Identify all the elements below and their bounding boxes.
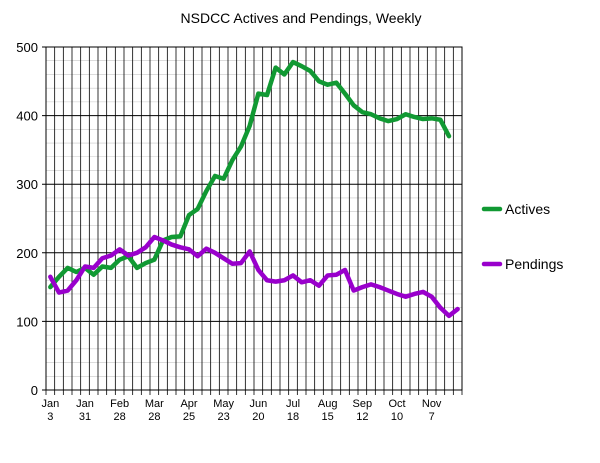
- legend: Actives Pendings: [481, 201, 563, 272]
- x-tick-label-month: Feb: [110, 398, 129, 410]
- x-tick-label-day: 28: [148, 411, 160, 423]
- y-tick-label: 200: [16, 246, 38, 261]
- x-tick-label-day: 20: [252, 411, 264, 423]
- x-tick-label-month: Sep: [353, 398, 373, 410]
- y-tick-label: 300: [16, 177, 38, 192]
- y-tick-label: 400: [16, 109, 38, 124]
- x-tick-label-month: Jan: [41, 398, 59, 410]
- x-tick-label-month: Aug: [318, 398, 338, 410]
- legend-label: Pendings: [505, 256, 563, 272]
- series-lines: [48, 59, 460, 319]
- x-tick-label-day: 28: [114, 411, 126, 423]
- x-tick-label-month: Apr: [180, 398, 197, 410]
- y-tick-label: 500: [16, 40, 38, 55]
- x-tick-label-month: Jan: [76, 398, 94, 410]
- series-line-pendings: [48, 234, 460, 319]
- x-tick-label-day: 18: [287, 411, 299, 423]
- x-tick-label-month: Oct: [388, 398, 405, 410]
- x-tick-label-day: 23: [218, 411, 230, 423]
- x-tick-label-day: 10: [391, 411, 403, 423]
- y-tick-label: 100: [16, 314, 38, 329]
- series-line-actives: [48, 59, 452, 290]
- x-tick-label-day: 7: [429, 411, 435, 423]
- chart-title: NSDCC Actives and Pendings, Weekly: [181, 10, 422, 26]
- x-tick-label-day: 31: [79, 411, 91, 423]
- x-tick-label-day: 25: [183, 411, 195, 423]
- x-tick-label-day: 12: [356, 411, 368, 423]
- x-tick-label-day: 15: [322, 411, 334, 423]
- grid: [42, 46, 462, 391]
- axes: 0100200300400500Jan3Jan31Feb28Mar28Apr25…: [16, 40, 463, 423]
- x-tick-label-month: Mar: [145, 398, 164, 410]
- x-tick-label-month: Jul: [286, 398, 300, 410]
- x-tick-label-month: Jun: [249, 398, 267, 410]
- x-tick-label-day: 3: [47, 411, 53, 423]
- y-tick-label: 0: [31, 383, 38, 398]
- x-tick-label-month: May: [213, 398, 234, 410]
- x-tick-label-month: Nov: [422, 398, 442, 410]
- legend-label: Actives: [505, 201, 550, 217]
